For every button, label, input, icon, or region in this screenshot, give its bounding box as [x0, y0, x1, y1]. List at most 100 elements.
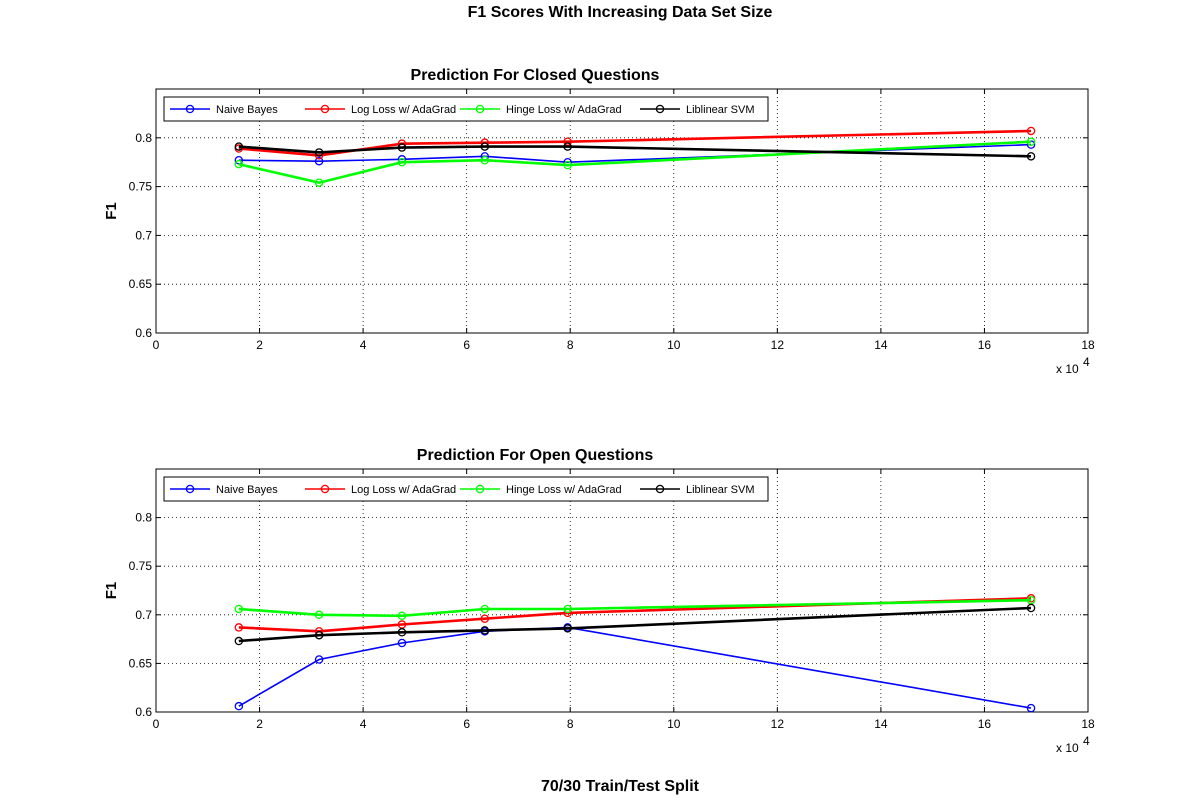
legend-entry: Log Loss w/ AdaGrad: [305, 484, 456, 496]
data-point: [1026, 152, 1036, 161]
data-point: [234, 155, 244, 165]
x-tick-label: 10: [667, 717, 681, 731]
legend-swatch-marker: [655, 104, 665, 114]
legend-swatch-marker: [320, 104, 330, 114]
data-point: [314, 156, 324, 166]
series-line: [238, 606, 1032, 643]
y-tick-label: 0.75: [129, 559, 153, 573]
data-point: [314, 178, 324, 187]
legend-swatch-marker: [185, 104, 195, 114]
axes-title: Prediction For Open Questions: [417, 447, 654, 464]
y-tick-label: 0.6: [135, 705, 152, 719]
plot-area: [156, 89, 1088, 333]
legend-label: Hinge Loss w/ AdaGrad: [506, 104, 622, 116]
y-tick-label: 0.6: [135, 326, 152, 340]
chart-open: 0 2 4 6 8 10 12 14 16 18 0.6 0.65 0.7 0.75 0.8 x 10 4 Pre…: [103, 447, 1095, 755]
legend-label: Log Loss w/ AdaGrad: [351, 104, 456, 116]
legend-entry: Liblinear SVM: [640, 484, 754, 496]
x-tick-label: 18: [1081, 717, 1095, 731]
y-tick-label: 0.65: [129, 656, 153, 670]
x-tick-label: 18: [1081, 338, 1095, 352]
data-point: [397, 157, 407, 167]
legend-entry: Naive Bayes: [170, 484, 278, 496]
plot-area: [156, 469, 1088, 712]
axes-box: [155, 88, 1089, 334]
series-hinge-loss-w-adagrad: [234, 137, 1036, 187]
x-tick-label: 2: [256, 338, 263, 352]
series-line: [238, 597, 1032, 633]
y-tick-label: 0.8: [135, 511, 152, 525]
legend-swatch-marker: [320, 484, 330, 494]
data-point: [480, 604, 490, 614]
series-liblinear-svm: [234, 603, 1036, 646]
legend-entry: Hinge Loss w/ AdaGrad: [460, 484, 622, 496]
x-tick-label: 14: [874, 717, 888, 731]
data-point: [1026, 140, 1036, 149]
data-point: [234, 142, 244, 151]
series-line: [238, 143, 1032, 164]
data-point: [314, 148, 324, 157]
data-point: [480, 626, 490, 635]
legend-label: Liblinear SVM: [686, 484, 754, 496]
data-point: [563, 142, 572, 151]
x-multiplier-label: x 10: [1056, 362, 1079, 376]
x-tick-label: 14: [874, 338, 888, 352]
y-tick-label: 0.7: [135, 228, 152, 242]
legend-entry: Log Loss w/ AdaGrad: [305, 104, 456, 116]
x-tick-label: 16: [978, 717, 992, 731]
legend-swatch-marker: [655, 484, 665, 494]
legend-entry: Hinge Loss w/ AdaGrad: [460, 104, 622, 116]
legend-label: Liblinear SVM: [686, 104, 754, 116]
data-point: [397, 638, 407, 648]
legend-entry: Liblinear SVM: [640, 104, 754, 116]
y-axis-label: F1: [103, 202, 120, 220]
series-line: [238, 140, 1032, 185]
series-liblinear-svm: [234, 142, 1036, 161]
series-line: [238, 626, 1032, 709]
data-point: [1026, 603, 1036, 613]
data-point: [480, 614, 490, 623]
data-point: [234, 159, 244, 169]
data-point: [1026, 703, 1036, 713]
data-point: [234, 623, 244, 632]
x-tick-label: 12: [771, 717, 785, 731]
x-tick-label: 10: [667, 338, 681, 352]
axes-title: Prediction For Closed Questions: [411, 67, 660, 84]
series-line: [238, 598, 1032, 618]
legend-label: Naive Bayes: [216, 484, 278, 496]
data-point: [397, 611, 407, 621]
y-tick-label: 0.8: [135, 131, 152, 145]
data-point: [234, 604, 244, 614]
data-point: [480, 142, 490, 151]
data-point: [1026, 137, 1036, 146]
legend-label: Hinge Loss w/ AdaGrad: [506, 484, 622, 496]
legend: Naive Bayes Log Loss w/ AdaGrad Hinge Loss…: [163, 476, 769, 502]
chart-closed: 0 2 4 6 8 10 12 14 16 18 0.6 0.65 0.7 0.75 0.8 x 10 4 Pre…: [103, 67, 1095, 376]
data-point: [314, 655, 324, 664]
series-line: [238, 145, 1032, 158]
x-multiplier-label: x 10: [1056, 741, 1079, 755]
figure-footer: 70/30 Train/Test Split: [541, 778, 700, 795]
legend-swatch-marker: [475, 104, 485, 114]
series-naive-bayes: [234, 140, 1036, 167]
data-point: [397, 143, 407, 152]
data-point: [563, 624, 572, 633]
data-point: [397, 628, 407, 637]
x-tick-label: 6: [463, 717, 470, 731]
legend-swatch-marker: [475, 484, 485, 494]
legend-swatch-marker: [185, 484, 195, 494]
y-tick-label: 0.75: [129, 180, 153, 194]
x-tick-label: 12: [771, 338, 785, 352]
x-tick-label: 6: [463, 338, 470, 352]
x-tick-label: 8: [567, 717, 574, 731]
y-tick-label: 0.65: [129, 277, 153, 291]
series-line: [238, 129, 1032, 157]
figure-title: F1 Scores With Increasing Data Set Size: [468, 4, 773, 21]
legend: Naive Bayes Log Loss w/ AdaGrad Hinge Loss…: [163, 96, 769, 122]
data-point: [563, 604, 572, 614]
x-multiplier-exponent: 4: [1083, 734, 1090, 748]
x-tick-label: 0: [153, 338, 160, 352]
y-tick-label: 0.7: [135, 608, 152, 622]
data-point: [234, 701, 244, 711]
